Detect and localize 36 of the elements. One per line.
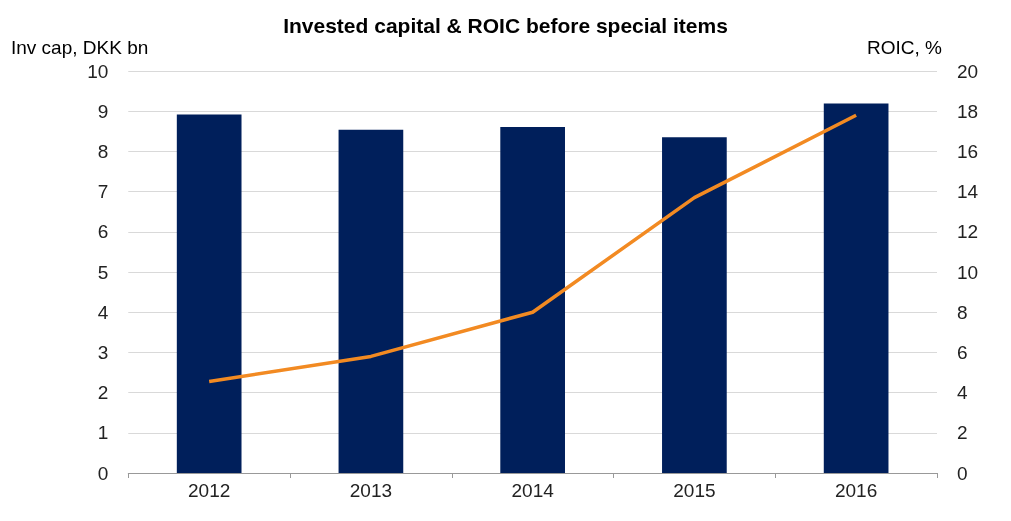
x-tick-label: 2014 <box>511 480 555 501</box>
y2-tick-label: 8 <box>957 301 968 323</box>
x-tick-label: 2013 <box>349 480 393 501</box>
y2-tick-label: 10 <box>957 261 979 283</box>
x-tick-label: 2015 <box>673 480 716 501</box>
y-tick-label: 8 <box>97 140 109 162</box>
x-tick-label: 2012 <box>188 480 231 501</box>
y2-axis-title: ROIC, % <box>867 37 943 58</box>
bar <box>338 129 404 473</box>
y-tick-label: 2 <box>97 382 109 404</box>
y-tick-label: 3 <box>97 341 109 363</box>
y-tick-label: 1 <box>97 422 109 444</box>
y2-tick-label: 4 <box>957 382 968 404</box>
y2-tick-label: 20 <box>957 60 979 82</box>
x-tick-label: 2016 <box>834 480 878 501</box>
y2-tick-label: 16 <box>957 140 979 162</box>
y2-tick-label: 18 <box>957 100 979 122</box>
bar <box>500 126 565 473</box>
y2-tick-label: 0 <box>957 462 968 484</box>
y-tick-label: 4 <box>97 301 109 323</box>
line-series <box>207 113 858 384</box>
y-tick-label: 6 <box>97 221 109 243</box>
y2-tick-label: 14 <box>957 181 979 203</box>
bar <box>823 103 889 473</box>
bar <box>662 137 727 473</box>
y-tick-label: 7 <box>97 181 109 203</box>
y-tick-label: 9 <box>97 100 109 122</box>
y-tick-label: 5 <box>97 261 109 283</box>
y-axis-title: Inv cap, DKK bn <box>11 37 149 58</box>
bar <box>176 114 242 473</box>
y-tick-label: 0 <box>97 462 109 484</box>
y-tick-label: 10 <box>87 60 109 82</box>
y2-tick-label: 12 <box>957 221 979 243</box>
y2-tick-label: 6 <box>957 341 968 363</box>
chart-title: Invested capital & ROIC before special items <box>283 14 728 37</box>
y2-tick-label: 2 <box>957 422 968 444</box>
